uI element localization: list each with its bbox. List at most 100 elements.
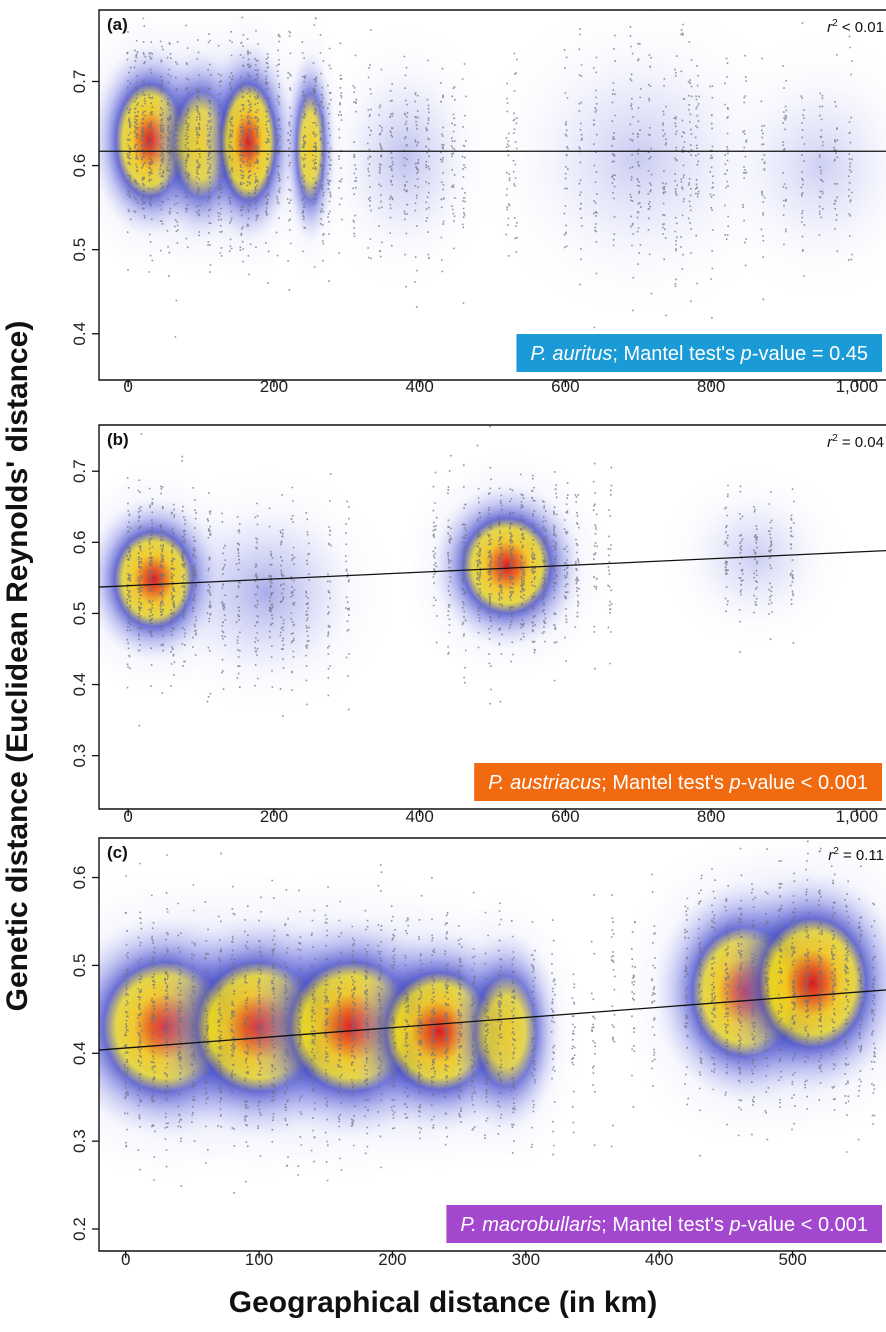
legend-text: P. auritus; Mantel test's p-value = 0.45: [530, 343, 868, 365]
point-column: [133, 39, 139, 213]
point-column: [337, 42, 343, 254]
point-column: [563, 49, 569, 249]
point-column: [461, 464, 467, 684]
point-column: [767, 491, 773, 640]
point-column: [312, 17, 318, 268]
density-blob: [201, 41, 296, 243]
point-column: [444, 912, 450, 1146]
y-tick-label: 0.7: [70, 70, 89, 94]
x-axis-label: Geographical distance (in km): [228, 1286, 658, 1319]
point-column: [305, 512, 310, 706]
point-column: [592, 56, 598, 329]
point-column: [170, 503, 176, 687]
point-column: [737, 847, 743, 1137]
point-column: [541, 500, 547, 643]
point-column: [610, 894, 616, 1148]
x-tick-label: 200: [378, 1250, 406, 1269]
point-column: [789, 488, 795, 644]
plot-area-2: [99, 838, 886, 1194]
y-tick-label: 0.6: [70, 531, 89, 555]
point-column: [124, 875, 129, 1148]
point-column: [228, 31, 234, 252]
point-column: [574, 494, 580, 628]
point-column: [217, 44, 223, 257]
point-column: [724, 885, 730, 1126]
y-tick-label: 0.5: [70, 602, 89, 626]
y-tick-label: 0.5: [70, 238, 89, 262]
plot-area-1: [99, 425, 886, 727]
density-blob: [520, 41, 756, 274]
legend-background: [474, 763, 882, 801]
point-column: [390, 905, 396, 1130]
point-column: [750, 883, 756, 1136]
legend-text: P. macrobullaris; Mantel test's p-value …: [460, 1214, 868, 1236]
point-column: [417, 895, 423, 1140]
point-column: [563, 482, 569, 662]
density-blob: [450, 930, 562, 1133]
density-blob: [431, 484, 583, 648]
legend-text: P. austriacus; Mantel test's p-value < 0…: [488, 772, 868, 794]
point-column: [484, 911, 490, 1139]
x-tick-label: 300: [512, 1250, 540, 1269]
point-column: [440, 67, 445, 273]
point-column: [498, 487, 503, 703]
point-column: [673, 55, 678, 288]
panel-label: (a): [107, 15, 128, 34]
point-column: [327, 47, 332, 282]
point-column: [629, 26, 635, 312]
point-column: [204, 901, 209, 1164]
point-column: [651, 873, 656, 1087]
point-column: [388, 83, 394, 247]
regression-line: [99, 550, 886, 588]
point-column: [264, 53, 270, 284]
point-column: [297, 889, 303, 1176]
point-column: [352, 54, 358, 238]
point-column: [764, 848, 770, 1141]
point-column: [684, 897, 690, 1106]
point-column: [246, 38, 252, 276]
r-squared-annotation: r2 = 0.11: [828, 846, 884, 864]
panel-label: (c): [107, 843, 128, 862]
point-column: [432, 471, 438, 644]
y-tick-label: 0.6: [70, 154, 89, 178]
x-tick-label: 800: [697, 807, 725, 826]
point-column: [425, 59, 431, 260]
point-column: [254, 29, 259, 248]
point-column: [844, 880, 850, 1153]
point-column: [159, 40, 165, 252]
axis-frame: [98, 424, 886, 810]
point-column: [173, 41, 179, 338]
panel-0: 0.4 0.5 0.6 0.7 0 200 400 600 800 1,000 (a) r2 < 0.…: [70, 9, 886, 396]
point-column: [697, 874, 703, 1157]
y-tick-label: 0.4: [70, 673, 89, 697]
point-column: [337, 900, 343, 1171]
regression-line: [99, 989, 886, 1051]
x-tick-label: 1,000: [836, 807, 879, 826]
point-column: [301, 41, 307, 253]
point-column: [710, 868, 716, 1091]
point-column: [847, 35, 853, 261]
legend-box: P. macrobullaris; Mantel test's p-value …: [446, 1205, 882, 1243]
point-column: [753, 506, 759, 614]
point-column: [284, 889, 289, 1167]
x-tick-label: 100: [245, 1250, 273, 1269]
point-column: [364, 909, 369, 1155]
point-column: [244, 905, 249, 1183]
point-column: [150, 894, 156, 1181]
point-column: [833, 54, 839, 252]
panel-label: (b): [107, 430, 129, 449]
point-column: [870, 851, 876, 1125]
point-column: [206, 33, 212, 273]
point-column: [800, 22, 806, 277]
point-column: [447, 454, 452, 655]
point-column: [159, 485, 165, 694]
y-tick-label: 0.7: [70, 459, 89, 483]
point-column: [782, 65, 788, 246]
point-column: [430, 877, 436, 1129]
point-column: [230, 885, 236, 1194]
point-column: [141, 17, 147, 219]
point-column: [221, 512, 227, 690]
x-tick-label: 200: [260, 807, 288, 826]
point-column: [530, 474, 536, 654]
